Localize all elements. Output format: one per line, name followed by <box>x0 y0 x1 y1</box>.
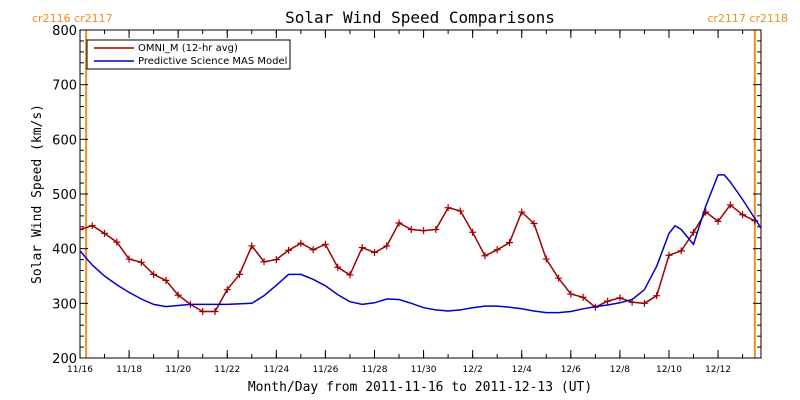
omni-point <box>260 258 268 266</box>
carrington-rotation-labels: cr2116 cr2117 cr2117 cr2118 <box>32 12 788 25</box>
omni-point <box>469 228 477 236</box>
omni-point <box>248 242 256 250</box>
x-tick-label: 12/8 <box>610 365 630 375</box>
omni-point <box>407 226 415 234</box>
omni-point <box>80 226 84 234</box>
y-tick-label: 400 <box>52 243 77 258</box>
omni-point <box>653 292 661 300</box>
omni-point <box>297 239 305 247</box>
y-tick-label: 800 <box>52 24 77 39</box>
omni-point <box>432 226 440 234</box>
omni-point <box>137 258 145 266</box>
x-tick-label: 12/12 <box>705 365 731 375</box>
legend-box <box>86 39 291 70</box>
omni-point <box>640 299 648 307</box>
omni-point <box>272 256 280 264</box>
x-tick-label: 11/24 <box>263 365 289 375</box>
omni-point <box>665 251 673 259</box>
omni-point <box>518 208 526 216</box>
x-axis: 11/16 11/18 11/20 11/22 11/24 11/26 11/28 11/30… <box>67 30 744 375</box>
omni-point <box>199 308 207 316</box>
x-tick-label: 11/16 <box>67 365 93 375</box>
x-tick-label: 11/30 <box>411 365 437 375</box>
omni-point <box>334 263 342 271</box>
omni-point <box>321 240 329 248</box>
omni-point <box>346 271 354 279</box>
omni-point <box>530 220 538 228</box>
x-tick-label: 11/22 <box>214 365 240 375</box>
omni-point <box>579 293 587 301</box>
omni-point <box>505 239 513 247</box>
omni-point <box>714 217 722 225</box>
omni-point <box>223 286 231 294</box>
y-tick-label: 500 <box>52 188 77 203</box>
omni-point <box>285 246 293 254</box>
omni-point <box>150 270 158 278</box>
x-tick-label: 12/6 <box>561 365 581 375</box>
x-tick-label: 12/4 <box>512 365 532 375</box>
omni-point <box>444 204 452 212</box>
x-tick-label: 11/18 <box>116 365 142 375</box>
y-tick-label: 600 <box>52 133 77 148</box>
omni-point <box>125 255 133 263</box>
omni-point <box>370 248 378 256</box>
omni-point <box>358 244 366 252</box>
omni-point <box>677 247 685 255</box>
omni-point <box>481 252 489 260</box>
x-tick-label: 12/10 <box>656 365 682 375</box>
omni-point <box>726 201 734 209</box>
omni-point <box>555 274 563 282</box>
mas-line <box>80 174 761 314</box>
omni-point <box>162 276 170 284</box>
y-tick-label: 300 <box>52 297 77 312</box>
omni-point <box>236 270 244 278</box>
x-axis-title: Month/Day from 2011-11-16 to 2011-12-13 … <box>248 380 592 395</box>
carrington-label: cr2116 cr2117 <box>32 12 113 25</box>
x-tick-label: 11/20 <box>165 365 191 375</box>
omni-point <box>420 227 428 235</box>
omni-point <box>113 238 121 246</box>
y-axis-title: Solar Wind Speed (km/s) <box>30 104 45 284</box>
chart-title: Solar Wind Speed Comparisons <box>285 8 555 27</box>
omni-point <box>604 297 612 305</box>
legend: OMNI_M (12-hr avg) Predictive Science MA… <box>86 39 291 70</box>
x-tick-label: 11/28 <box>362 365 388 375</box>
omni-point <box>542 255 550 263</box>
omni-point <box>456 207 464 215</box>
omni-point <box>739 211 747 219</box>
omni-point <box>211 308 219 316</box>
y-tick-label: 700 <box>52 79 77 94</box>
series-omni <box>80 201 759 316</box>
legend-label-mas: Predictive Science MAS Model <box>138 56 287 67</box>
omni-point <box>101 229 109 237</box>
y-tick-label: 200 <box>52 352 77 367</box>
legend-label-omni: OMNI_M (12-hr avg) <box>138 43 238 54</box>
omni-point <box>309 246 317 254</box>
omni-point <box>567 290 575 298</box>
series-mas <box>80 174 761 314</box>
series-layer <box>80 174 761 316</box>
omni-point <box>174 291 182 299</box>
carrington-label: cr2117 cr2118 <box>707 12 788 25</box>
x-tick-label: 12/2 <box>463 365 483 375</box>
omni-point <box>88 222 96 230</box>
omni-point <box>616 294 624 302</box>
y-axis: 200 300 400 500 600 700 800 <box>52 24 761 367</box>
x-tick-label: 11/26 <box>312 365 338 375</box>
omni-point <box>493 246 501 254</box>
omni-point <box>690 228 698 236</box>
omni-point <box>395 219 403 227</box>
omni-point <box>383 242 391 250</box>
